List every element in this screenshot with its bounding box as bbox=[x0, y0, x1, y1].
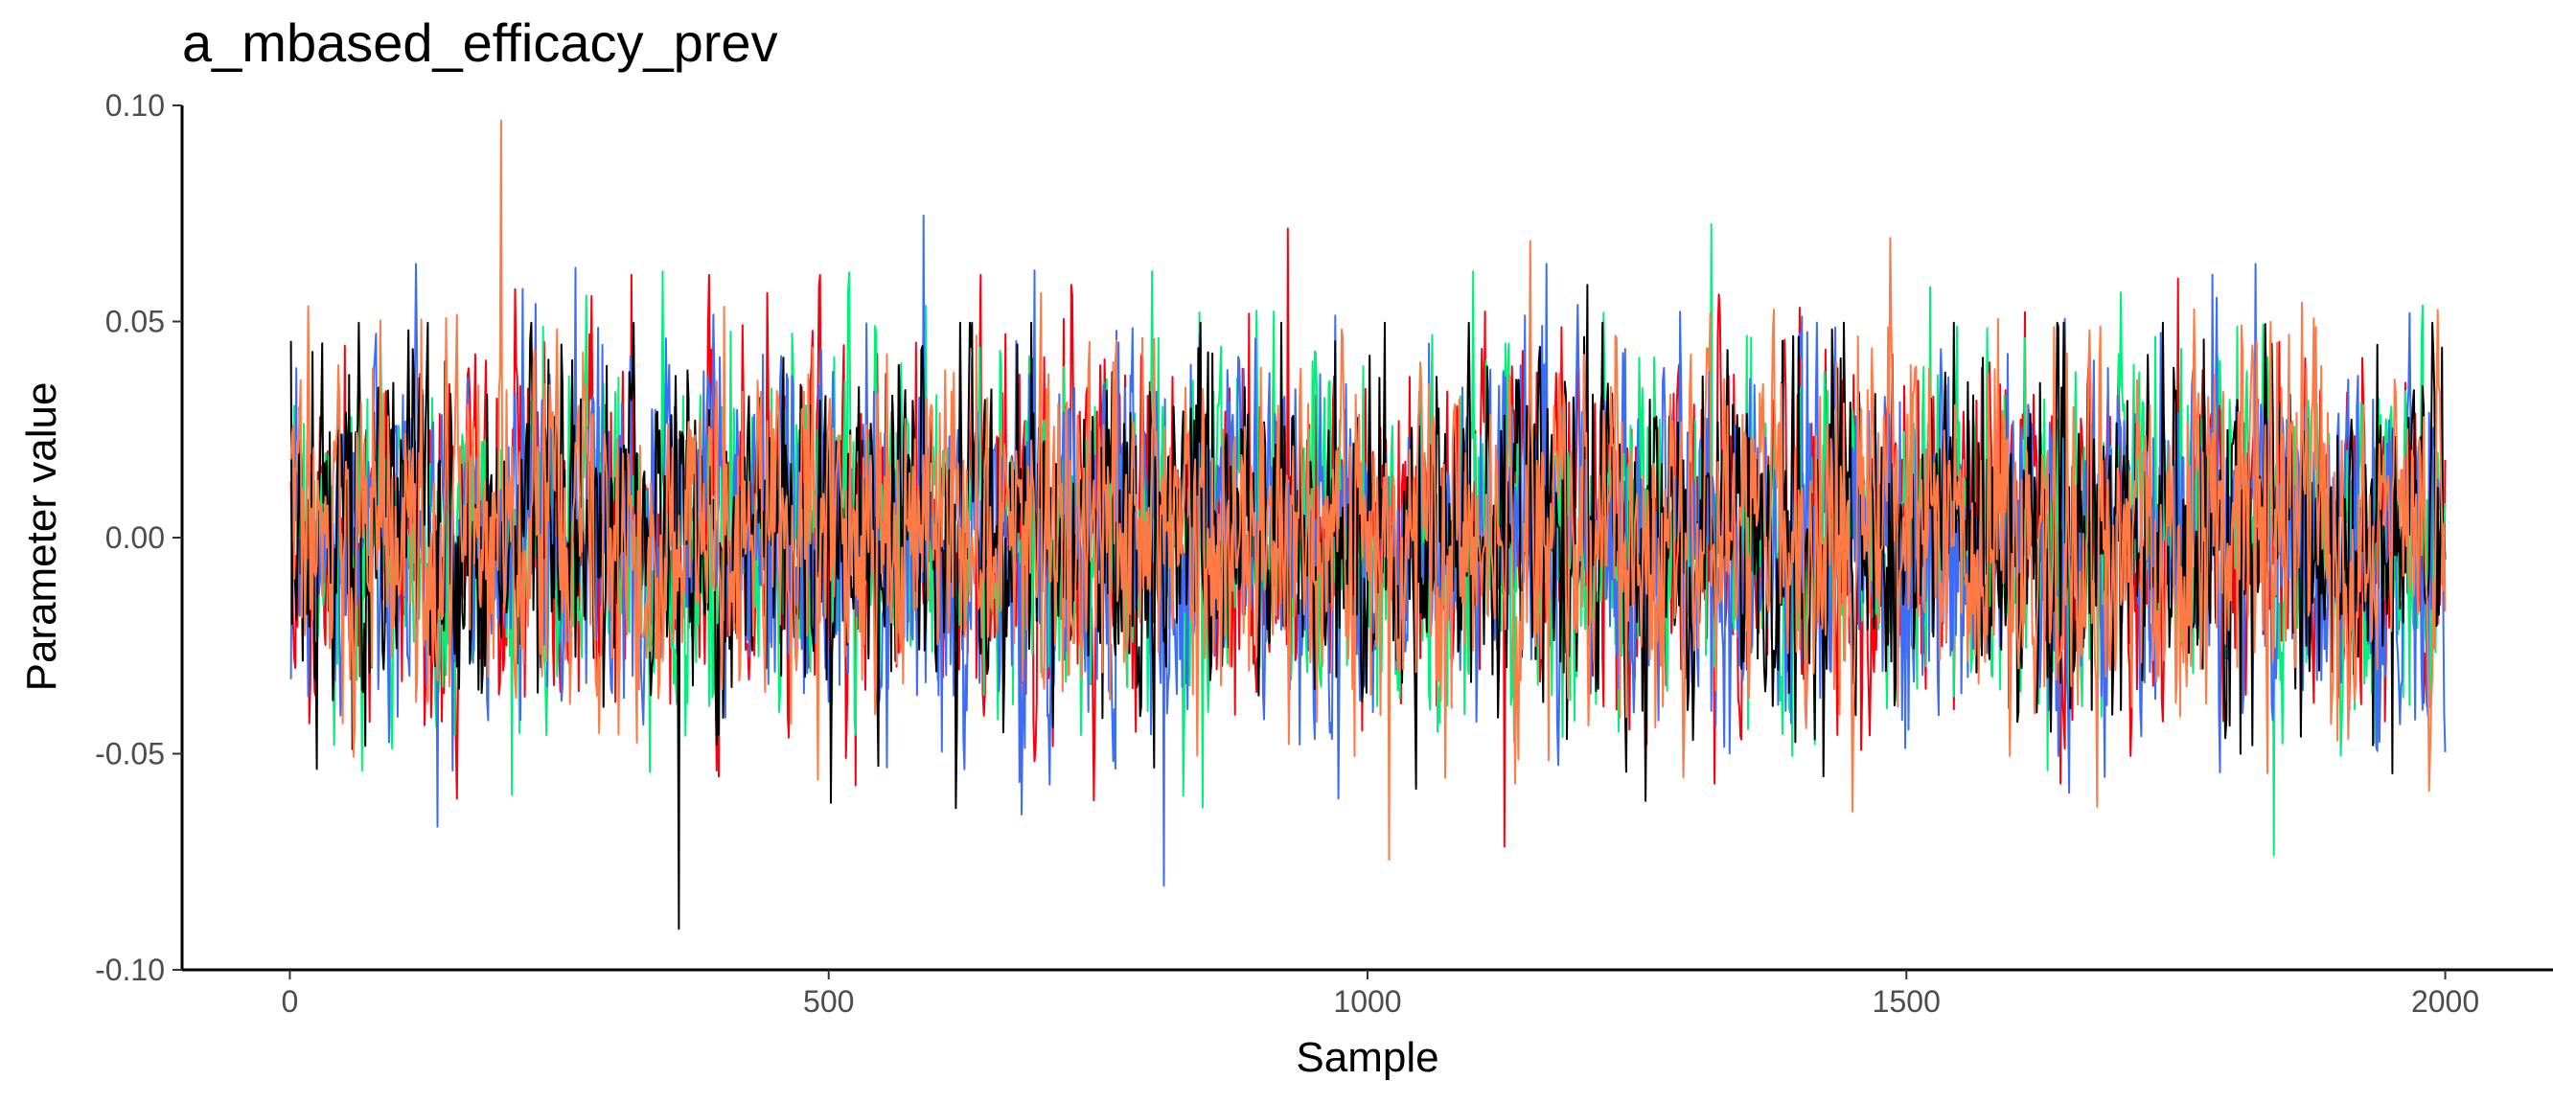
x-tick-label: 0 bbox=[282, 984, 299, 1019]
chart-title: a_mbased_efficacy_prev bbox=[182, 12, 778, 73]
y-tick-label: 0.10 bbox=[105, 88, 165, 123]
y-tick-label: -0.10 bbox=[95, 953, 165, 987]
y-tick-label: -0.05 bbox=[95, 737, 165, 771]
series-layer bbox=[289, 119, 2447, 931]
x-tick-label: 1000 bbox=[1333, 984, 1401, 1019]
series-line bbox=[289, 119, 2447, 861]
x-axis-title: Sample bbox=[1296, 1034, 1438, 1081]
y-tick-label: 0.00 bbox=[105, 520, 165, 555]
y-tick-label: 0.05 bbox=[105, 305, 165, 339]
y-ticks: -0.10 -0.05 0.00 0.05 0.10 bbox=[95, 88, 182, 987]
y-axis-title: Parameter value bbox=[18, 382, 65, 692]
x-tick-label: 2000 bbox=[2411, 984, 2479, 1019]
x-tick-label: 1500 bbox=[1873, 984, 1941, 1019]
x-tick-label: 500 bbox=[803, 984, 854, 1019]
x-ticks: 0 500 1000 1500 2000 bbox=[282, 970, 2479, 1019]
